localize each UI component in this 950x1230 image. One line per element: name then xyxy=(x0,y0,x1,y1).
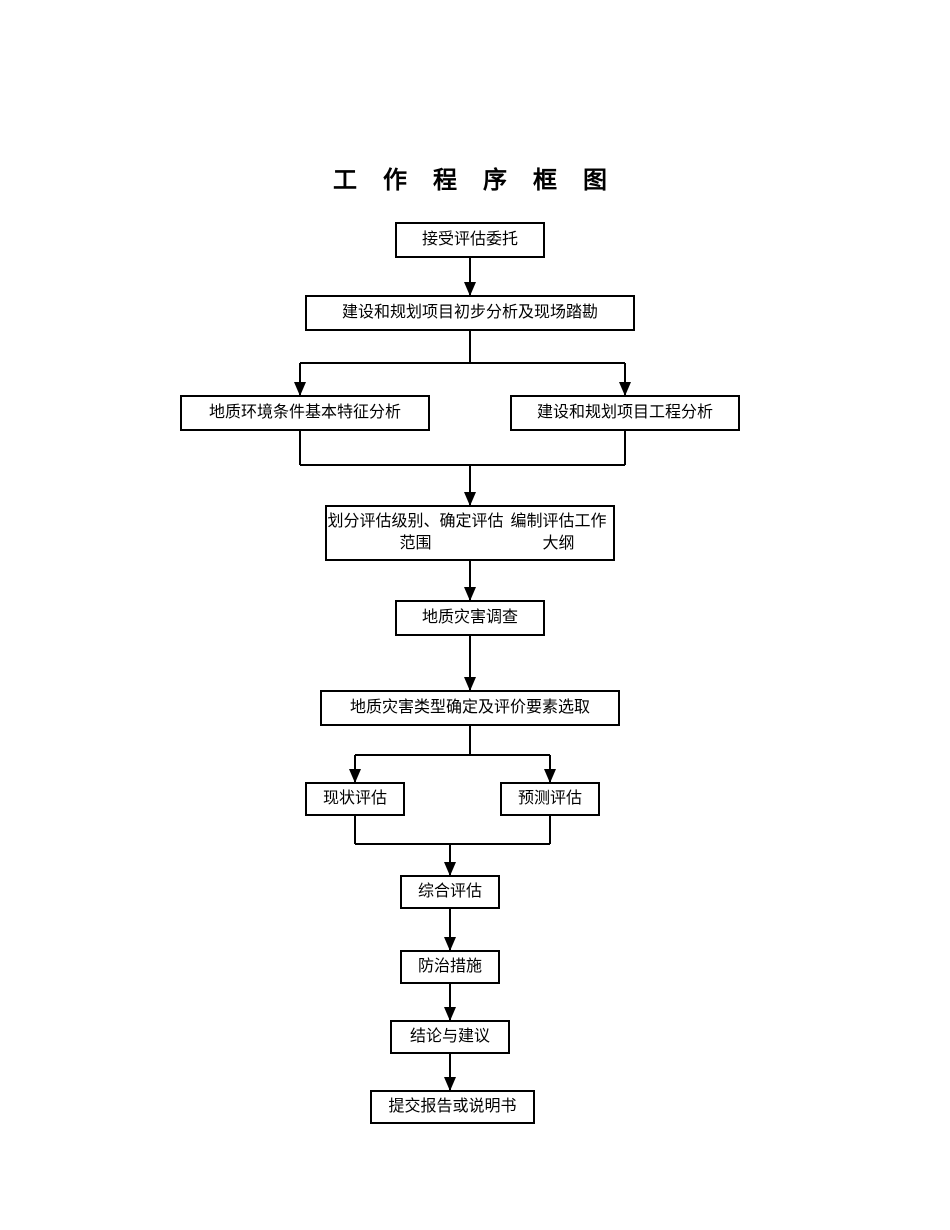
flowchart-title: 工 作 程 序 框 图 xyxy=(0,160,950,195)
node-n1: 接受评估委托 xyxy=(395,222,545,258)
node-n9: 防治措施 xyxy=(400,950,500,984)
node-n4: 划分评估级别、确定评估范围编制评估工作大纲 xyxy=(325,505,615,561)
node-n3a: 地质环境条件基本特征分析 xyxy=(180,395,430,431)
node-n7a: 现状评估 xyxy=(305,782,405,816)
node-n7b: 预测评估 xyxy=(500,782,600,816)
node-n2: 建设和规划项目初步分析及现场踏勘 xyxy=(305,295,635,331)
node-n8: 综合评估 xyxy=(400,875,500,909)
node-n6: 地质灾害类型确定及评价要素选取 xyxy=(320,690,620,726)
node-n11: 提交报告或说明书 xyxy=(370,1090,535,1124)
node-n10: 结论与建议 xyxy=(390,1020,510,1054)
node-n3b: 建设和规划项目工程分析 xyxy=(510,395,740,431)
node-n5: 地质灾害调查 xyxy=(395,600,545,636)
